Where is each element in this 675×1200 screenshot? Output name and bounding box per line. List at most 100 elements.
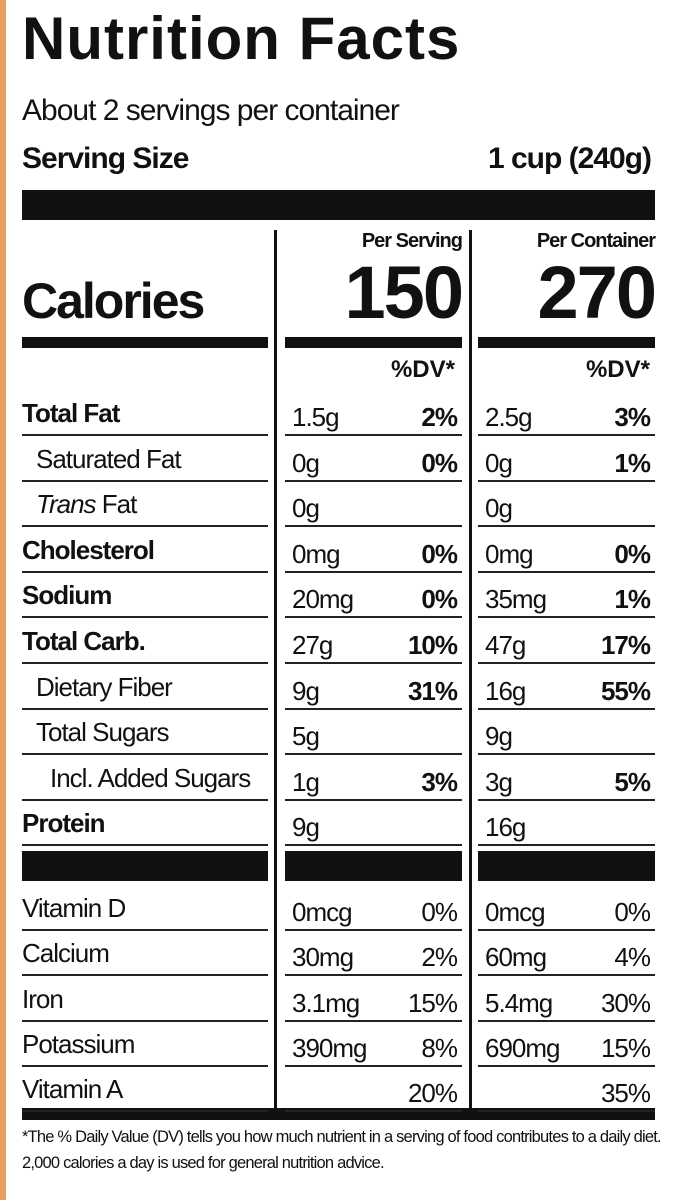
daily-value: 0%: [421, 538, 458, 569]
dv-header: %DV*: [585, 356, 650, 383]
row-rule: [285, 434, 462, 436]
row-rule: [285, 616, 462, 619]
row-rule: [285, 844, 462, 847]
daily-value: 3%: [614, 402, 651, 432]
nutrient-name-text: Total Sugars: [36, 717, 170, 748]
daily-value: 55%: [600, 675, 651, 706]
row-rule: [22, 479, 268, 482]
amount: 5g: [292, 721, 320, 752]
row-rule: [22, 929, 268, 931]
daily-value: 15%: [600, 1032, 651, 1063]
calories-bar: [478, 337, 655, 348]
nutrient-name: Incl. Added Sugars: [50, 755, 251, 801]
amount: 5.4mg: [485, 987, 553, 1018]
row-rule: [478, 1064, 655, 1067]
amount: 690mg: [485, 1032, 560, 1063]
row-rule: [22, 570, 268, 573]
row-rule: [285, 662, 462, 664]
row-rule: [285, 929, 462, 931]
row-rule: [285, 525, 462, 528]
nutrient-name: Trans Fat: [36, 481, 138, 527]
footnote: *The % Daily Value (DV) tells you how mu…: [22, 1128, 662, 1172]
daily-value: 30%: [600, 987, 651, 1018]
row-rule: [22, 844, 268, 847]
amount: 0mg: [292, 538, 341, 569]
amount: 3.1mg: [292, 987, 360, 1018]
nutrient-name-text: Total Carb.: [22, 626, 146, 656]
nutrient-name-text: Saturated Fat: [36, 443, 182, 474]
nutrient-name: Total Carb.: [22, 618, 146, 664]
amount: 0mcg: [292, 897, 353, 927]
daily-value: 5%: [614, 766, 651, 797]
amount: 9g: [292, 812, 320, 843]
daily-value: 4%: [614, 942, 651, 973]
nutrient-name-italic: Trans: [36, 489, 97, 520]
row-rule: [22, 1019, 268, 1022]
column-separator: [274, 230, 277, 1108]
daily-value: 0%: [421, 447, 458, 478]
amount: 47g: [485, 630, 526, 660]
daily-value: 2%: [421, 942, 458, 973]
calories-value: 150: [344, 251, 464, 334]
row-rule: [22, 753, 268, 756]
edge-strip: [0, 0, 6, 1200]
nutrient-name-text: Potassium: [22, 1028, 135, 1059]
row-rule: [478, 753, 655, 756]
section-bar: [22, 851, 268, 881]
column-header: Per Container: [536, 230, 656, 252]
row-rule: [285, 1019, 462, 1022]
row-rule: [285, 753, 462, 756]
row-rule: [478, 844, 655, 847]
amount: 9g: [485, 721, 513, 752]
daily-value: 2%: [421, 402, 458, 432]
amount: 35mg: [485, 584, 547, 615]
row-rule: [478, 707, 655, 710]
nutrient-name-text: Dietary Fiber: [36, 671, 173, 702]
nutrient-name: Vitamin D: [22, 885, 126, 931]
row-rule: [285, 570, 462, 573]
row-rule: [478, 929, 655, 931]
calories-value: 270: [537, 251, 657, 334]
row-rule: [22, 616, 268, 619]
nutrient-name: Dietary Fiber: [36, 664, 173, 710]
row-rule: [22, 1110, 268, 1113]
nutrient-name: Potassium: [22, 1021, 135, 1067]
daily-value: 35%: [600, 1078, 651, 1109]
daily-value: 0%: [421, 897, 458, 927]
title: Nutrition Facts: [22, 5, 461, 72]
daily-value: 20%: [407, 1078, 458, 1109]
amount: 16g: [485, 675, 526, 706]
nutrient-name: Vitamin A: [22, 1066, 123, 1112]
row-rule: [478, 662, 655, 664]
row-rule: [478, 525, 655, 528]
row-rule: [478, 616, 655, 619]
amount: 1.5g: [292, 402, 340, 432]
row-rule: [478, 570, 655, 573]
row-rule: [478, 974, 655, 977]
amount: 0g: [292, 447, 320, 478]
nutrient-name-text: Fat: [101, 489, 138, 520]
amount: 9g: [292, 675, 320, 706]
row-rule: [285, 707, 462, 710]
dv-header: %DV*: [390, 356, 455, 383]
daily-value: 0%: [614, 897, 651, 927]
nutrient-name-text: Protein: [22, 808, 106, 839]
nutrient-name: Protein: [22, 800, 106, 846]
nutrient-name-text: Iron: [22, 983, 64, 1014]
daily-value: 15%: [407, 987, 458, 1018]
nutrient-name: Total Fat: [22, 390, 120, 436]
serving-size-value: 1 cup (240g): [487, 142, 652, 175]
nutrient-name-text: Total Fat: [22, 398, 120, 428]
daily-value: 1%: [614, 584, 651, 615]
amount: 16g: [485, 812, 526, 843]
amount: 2.5g: [485, 402, 533, 432]
amount: 30mg: [292, 942, 354, 973]
row-rule: [22, 798, 268, 801]
row-rule: [22, 707, 268, 710]
row-rule: [478, 1110, 655, 1113]
daily-value: 1%: [614, 447, 651, 478]
daily-value: 0%: [614, 538, 651, 569]
amount: 0g: [485, 493, 513, 524]
servings: About 2 servings per container: [22, 94, 400, 127]
daily-value: 3%: [421, 766, 458, 797]
